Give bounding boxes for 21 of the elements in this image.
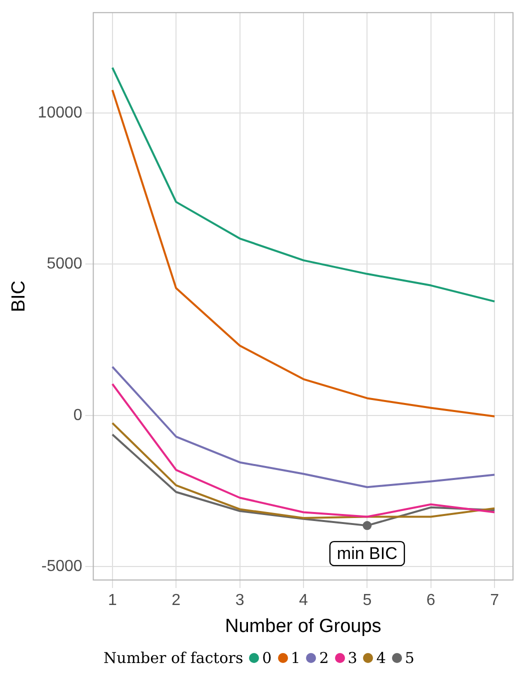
y-axis-title: BIC	[8, 280, 30, 312]
x-tick-label: 5	[362, 592, 372, 610]
x-tick-label: 1	[108, 592, 117, 610]
x-tick-label: 2	[172, 592, 181, 610]
x-tick-label: 3	[235, 592, 244, 610]
annotation: min BIC	[336, 544, 398, 564]
legend-label: 2	[319, 649, 329, 667]
y-tick-label: 5000	[46, 256, 82, 273]
y-tick-label: 10000	[38, 104, 82, 122]
x-axis-title: Number of Groups	[225, 616, 382, 637]
legend-label: 3	[348, 649, 358, 667]
x-tick-label: 7	[490, 592, 500, 610]
y-tick-label: 0	[73, 406, 82, 424]
legend-label: 5	[404, 649, 414, 667]
legend-label: 0	[262, 649, 272, 667]
x-tick-label: 4	[299, 592, 308, 610]
legend-label: 1	[290, 649, 300, 667]
x-tick-label: 6	[426, 592, 436, 610]
legend-title: Number of factors	[104, 649, 244, 667]
legend-label: 4	[376, 649, 386, 667]
y-tick-label: -5000	[41, 558, 82, 576]
